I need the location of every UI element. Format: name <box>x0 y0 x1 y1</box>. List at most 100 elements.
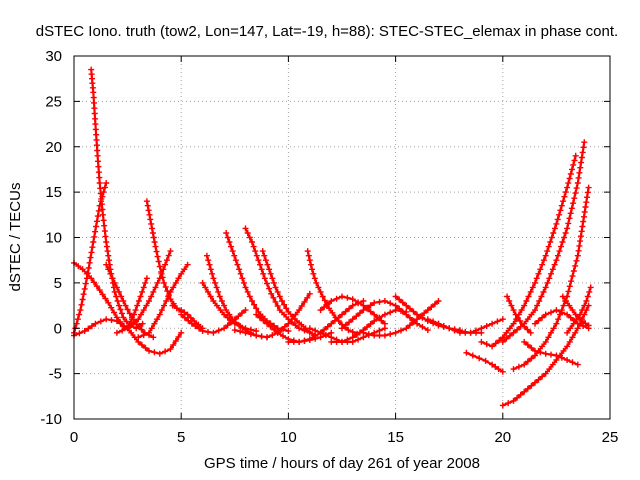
plus-marker <box>492 363 499 370</box>
plus-marker <box>128 329 135 336</box>
plus-marker <box>328 298 335 304</box>
plus-marker <box>312 333 319 339</box>
plus-marker <box>568 278 575 285</box>
plus-marker <box>74 316 81 323</box>
plus-marker <box>564 184 571 191</box>
y-tick-label: 5 <box>54 275 62 292</box>
plus-marker <box>514 394 521 401</box>
plus-marker <box>381 311 388 318</box>
plus-marker <box>451 327 458 334</box>
plus-marker <box>549 266 556 273</box>
plus-marker <box>103 239 110 245</box>
plus-marker <box>142 344 149 351</box>
plus-marker <box>92 121 99 128</box>
plus-marker <box>301 337 308 344</box>
plus-marker <box>365 331 372 338</box>
plus-marker <box>544 248 551 255</box>
plus-marker <box>108 304 115 311</box>
plus-marker <box>150 234 157 241</box>
plus-marker <box>371 311 378 318</box>
plus-marker <box>80 291 87 298</box>
plus-marker <box>424 327 431 334</box>
plus-marker <box>164 288 171 294</box>
plus-marker <box>113 284 120 291</box>
y-tick-label: 25 <box>45 93 62 110</box>
plus-marker <box>317 307 324 314</box>
plus-marker <box>221 302 228 309</box>
plus-marker <box>306 336 313 343</box>
plus-marker <box>138 311 144 318</box>
plus-marker <box>84 270 91 277</box>
plus-marker <box>321 304 328 311</box>
plus-marker <box>517 391 524 398</box>
plus-marker <box>215 327 222 334</box>
series-line-arc-9 <box>137 263 189 339</box>
plus-marker <box>258 266 265 273</box>
plus-marker <box>579 223 586 230</box>
plus-marker <box>148 325 155 332</box>
plus-marker <box>94 147 101 154</box>
plus-marker <box>562 189 569 196</box>
plus-marker <box>261 252 268 259</box>
plus-marker <box>569 359 576 366</box>
plus-marker <box>216 293 223 300</box>
plus-marker <box>532 347 538 354</box>
plus-marker <box>573 316 580 323</box>
y-tick-label: 20 <box>45 139 62 156</box>
plus-marker <box>349 296 356 303</box>
plus-marker <box>79 266 86 273</box>
plus-marker <box>346 305 353 312</box>
plus-marker <box>242 307 249 314</box>
plus-marker <box>570 320 577 327</box>
plus-marker <box>483 323 490 329</box>
plus-marker <box>553 257 560 264</box>
plus-marker <box>333 295 340 302</box>
plus-marker <box>524 385 531 392</box>
plus-marker <box>446 325 453 332</box>
plus-marker <box>524 341 531 348</box>
plus-marker <box>333 338 340 345</box>
plus-marker <box>128 316 135 323</box>
plus-marker <box>553 307 560 314</box>
plus-marker <box>97 185 104 192</box>
plus-marker <box>540 289 547 295</box>
plus-marker <box>482 357 489 364</box>
plus-marker <box>143 302 150 309</box>
plus-marker <box>155 258 162 265</box>
y-tick-label: 10 <box>45 230 62 247</box>
plus-marker <box>116 288 122 295</box>
plus-marker <box>99 211 106 218</box>
plus-marker <box>113 314 120 321</box>
plus-marker <box>312 327 319 334</box>
plus-marker <box>456 329 463 336</box>
plus-marker <box>143 275 150 282</box>
plus-marker <box>175 333 182 340</box>
plus-marker <box>557 207 564 214</box>
plus-marker <box>476 355 483 362</box>
plus-marker <box>550 325 557 332</box>
plus-marker <box>435 298 442 304</box>
plus-marker <box>539 314 546 321</box>
plus-marker <box>82 280 89 287</box>
plus-marker <box>249 239 255 245</box>
plus-marker <box>162 284 169 290</box>
plus-marker <box>253 311 260 318</box>
plus-marker <box>81 328 88 334</box>
plus-marker <box>499 338 506 345</box>
plus-marker <box>290 338 297 345</box>
plus-marker <box>573 257 580 264</box>
plus-marker <box>403 325 410 332</box>
plus-marker <box>192 323 199 330</box>
plus-marker <box>528 382 535 389</box>
plus-marker <box>521 361 528 368</box>
plus-marker <box>199 279 206 286</box>
plus-marker <box>95 158 101 165</box>
plus-marker <box>94 152 101 159</box>
plus-marker <box>268 290 275 297</box>
plus-marker <box>281 301 288 308</box>
plus-marker <box>538 293 545 300</box>
plus-marker <box>264 280 270 287</box>
plus-marker <box>478 338 485 345</box>
x-tick-label: 20 <box>494 429 511 446</box>
